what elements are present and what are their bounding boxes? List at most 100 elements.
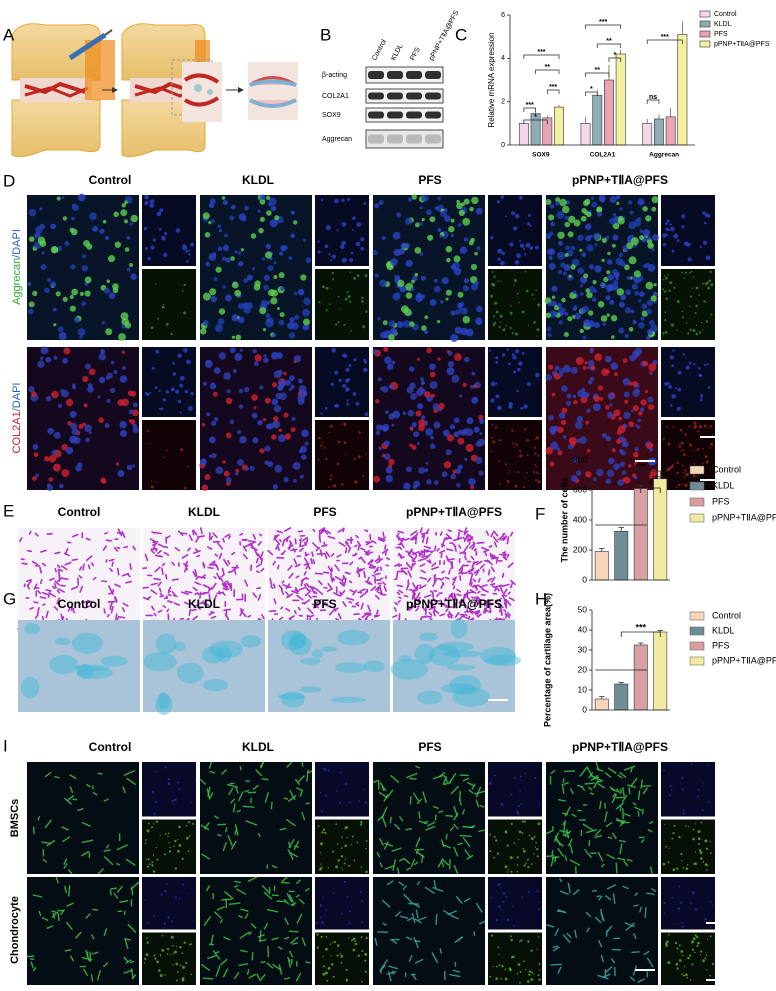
micrograph-texture [190,392,194,396]
micrograph-texture [678,445,682,448]
micrograph-texture [425,553,432,560]
micrograph-texture [353,358,357,362]
micrograph-texture [339,581,345,587]
micrograph-texture [497,946,500,949]
bar [633,644,648,711]
micrograph-texture [463,198,470,205]
micrograph-texture [210,295,217,303]
micrograph-texture [441,471,448,478]
micrograph-texture [685,473,689,477]
micrograph-texture [279,312,285,318]
micrograph-texture [132,545,136,551]
micrograph-texture [363,202,367,206]
micrograph-texture [291,417,296,421]
micrograph-texture [101,321,105,325]
micrograph-texture [495,557,499,564]
significance-bracket [608,57,622,62]
micrograph-texture [199,458,207,466]
micrograph-texture [673,286,676,289]
legend-swatch [689,497,705,507]
micrograph-texture [495,977,499,980]
micrograph-texture [252,784,259,791]
micrograph-texture [312,528,316,533]
micrograph-texture [673,233,679,239]
micrograph-texture [326,979,329,982]
micrograph-texture [146,392,150,397]
micrograph-texture [613,409,621,417]
micrograph-texture [535,465,537,468]
micrograph-texture [443,461,452,469]
micrograph-texture [116,862,121,866]
micrograph-texture [545,446,554,455]
micrograph-texture [286,538,289,543]
micrograph-texture [270,801,273,810]
micrograph-texture [589,264,594,270]
micrograph-texture [299,657,321,665]
micrograph-texture [407,553,414,560]
micrograph-texture [343,323,346,326]
micrograph-texture [319,852,321,854]
micrograph-texture [646,892,655,896]
micrograph-texture [691,287,693,289]
micrograph-texture [280,691,305,708]
micrograph-texture [700,954,702,956]
micrograph-texture [163,922,167,925]
micrograph-texture [470,485,475,490]
micrograph-texture [527,866,530,869]
y-axis-label: Percentage of cartilage area(%) [542,593,552,727]
micrograph-texture [290,901,297,907]
micrograph-texture [97,395,101,399]
micrograph-texture [647,828,653,833]
micrograph-texture [623,765,636,771]
micrograph-texture [344,379,349,383]
micrograph-texture [21,562,28,565]
micrograph-texture [415,607,419,612]
micrograph-texture [71,203,77,208]
micrograph-texture [63,863,68,869]
micrograph [315,269,369,340]
micrograph-texture [280,606,284,610]
micrograph-texture [116,885,123,894]
micrograph-texture [52,307,57,312]
micrograph-texture [585,471,592,478]
micrograph-texture [167,593,172,597]
micrograph-texture [562,778,565,783]
micrograph-texture [361,981,363,983]
micrograph-texture [336,954,339,957]
micrograph-texture [279,251,284,256]
micrograph-texture [244,543,252,548]
micrograph-texture [668,289,671,292]
micrograph-texture [600,282,606,288]
micrograph-texture [508,472,510,475]
micrograph-texture [240,634,262,648]
micrograph-texture [533,446,537,449]
micrograph-texture [448,610,453,617]
micrograph-texture [179,411,182,414]
micrograph-texture [446,664,476,671]
micrograph-texture [102,545,107,551]
micrograph-texture [497,248,503,254]
micrograph-texture [164,853,166,856]
micrograph-texture [342,601,347,607]
micrograph-texture [365,540,374,546]
micrograph-texture [589,349,594,354]
micrograph-texture [497,405,502,411]
micrograph-texture [345,541,351,549]
micrograph-texture [221,583,229,588]
micrograph-texture [298,538,302,542]
micrograph-texture [288,542,292,550]
micrograph-texture [459,246,468,254]
micrograph-texture [162,545,169,549]
micrograph-texture [471,371,476,376]
micrograph-texture [233,569,237,575]
micrograph-texture [263,357,269,363]
micrograph-texture [438,810,444,814]
micrograph-texture [490,381,496,387]
micrograph-texture [114,583,121,588]
micrograph-texture [585,420,590,425]
micrograph-texture [34,232,41,239]
micrograph-texture [144,247,148,250]
micrograph-texture [200,574,207,579]
micrograph-texture [381,386,389,393]
micrograph-texture [162,398,166,402]
